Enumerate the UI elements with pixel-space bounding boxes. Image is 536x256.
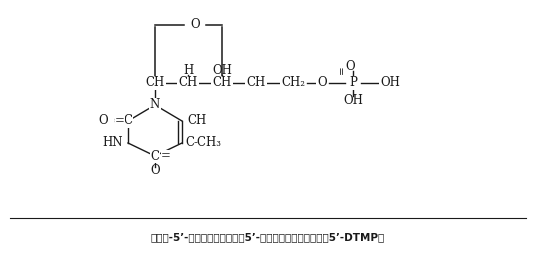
Text: CH: CH [212, 77, 232, 90]
Text: OH: OH [343, 94, 363, 108]
Text: C: C [151, 150, 160, 163]
Text: H: H [183, 63, 193, 77]
Text: O: O [345, 59, 355, 72]
Text: CH: CH [247, 77, 266, 90]
Text: O: O [99, 114, 108, 127]
Text: C: C [123, 114, 132, 127]
Text: CH: CH [187, 114, 206, 127]
Text: OH: OH [212, 63, 232, 77]
Text: CH: CH [178, 77, 198, 90]
Text: O: O [190, 18, 200, 31]
Text: P: P [349, 77, 357, 90]
Text: OH: OH [380, 77, 400, 90]
Text: O: O [317, 77, 327, 90]
Text: N: N [150, 99, 160, 112]
Text: =: = [115, 114, 125, 127]
Text: -CH₃: -CH₃ [193, 136, 221, 150]
Text: HN: HN [102, 136, 123, 150]
Text: CH₂: CH₂ [281, 77, 305, 90]
Text: =: = [337, 66, 347, 74]
Text: O: O [150, 165, 160, 177]
Text: 一磷酸-5’-脱氧胸腺嘧啶核苷（5’-脱氧胸腺嘧啶核苷酸）（5’-DTMP）: 一磷酸-5’-脱氧胸腺嘧啶核苷（5’-脱氧胸腺嘧啶核苷酸）（5’-DTMP） [151, 232, 385, 242]
Text: C: C [185, 136, 194, 150]
Text: CH: CH [145, 77, 165, 90]
Text: =: = [161, 150, 171, 163]
